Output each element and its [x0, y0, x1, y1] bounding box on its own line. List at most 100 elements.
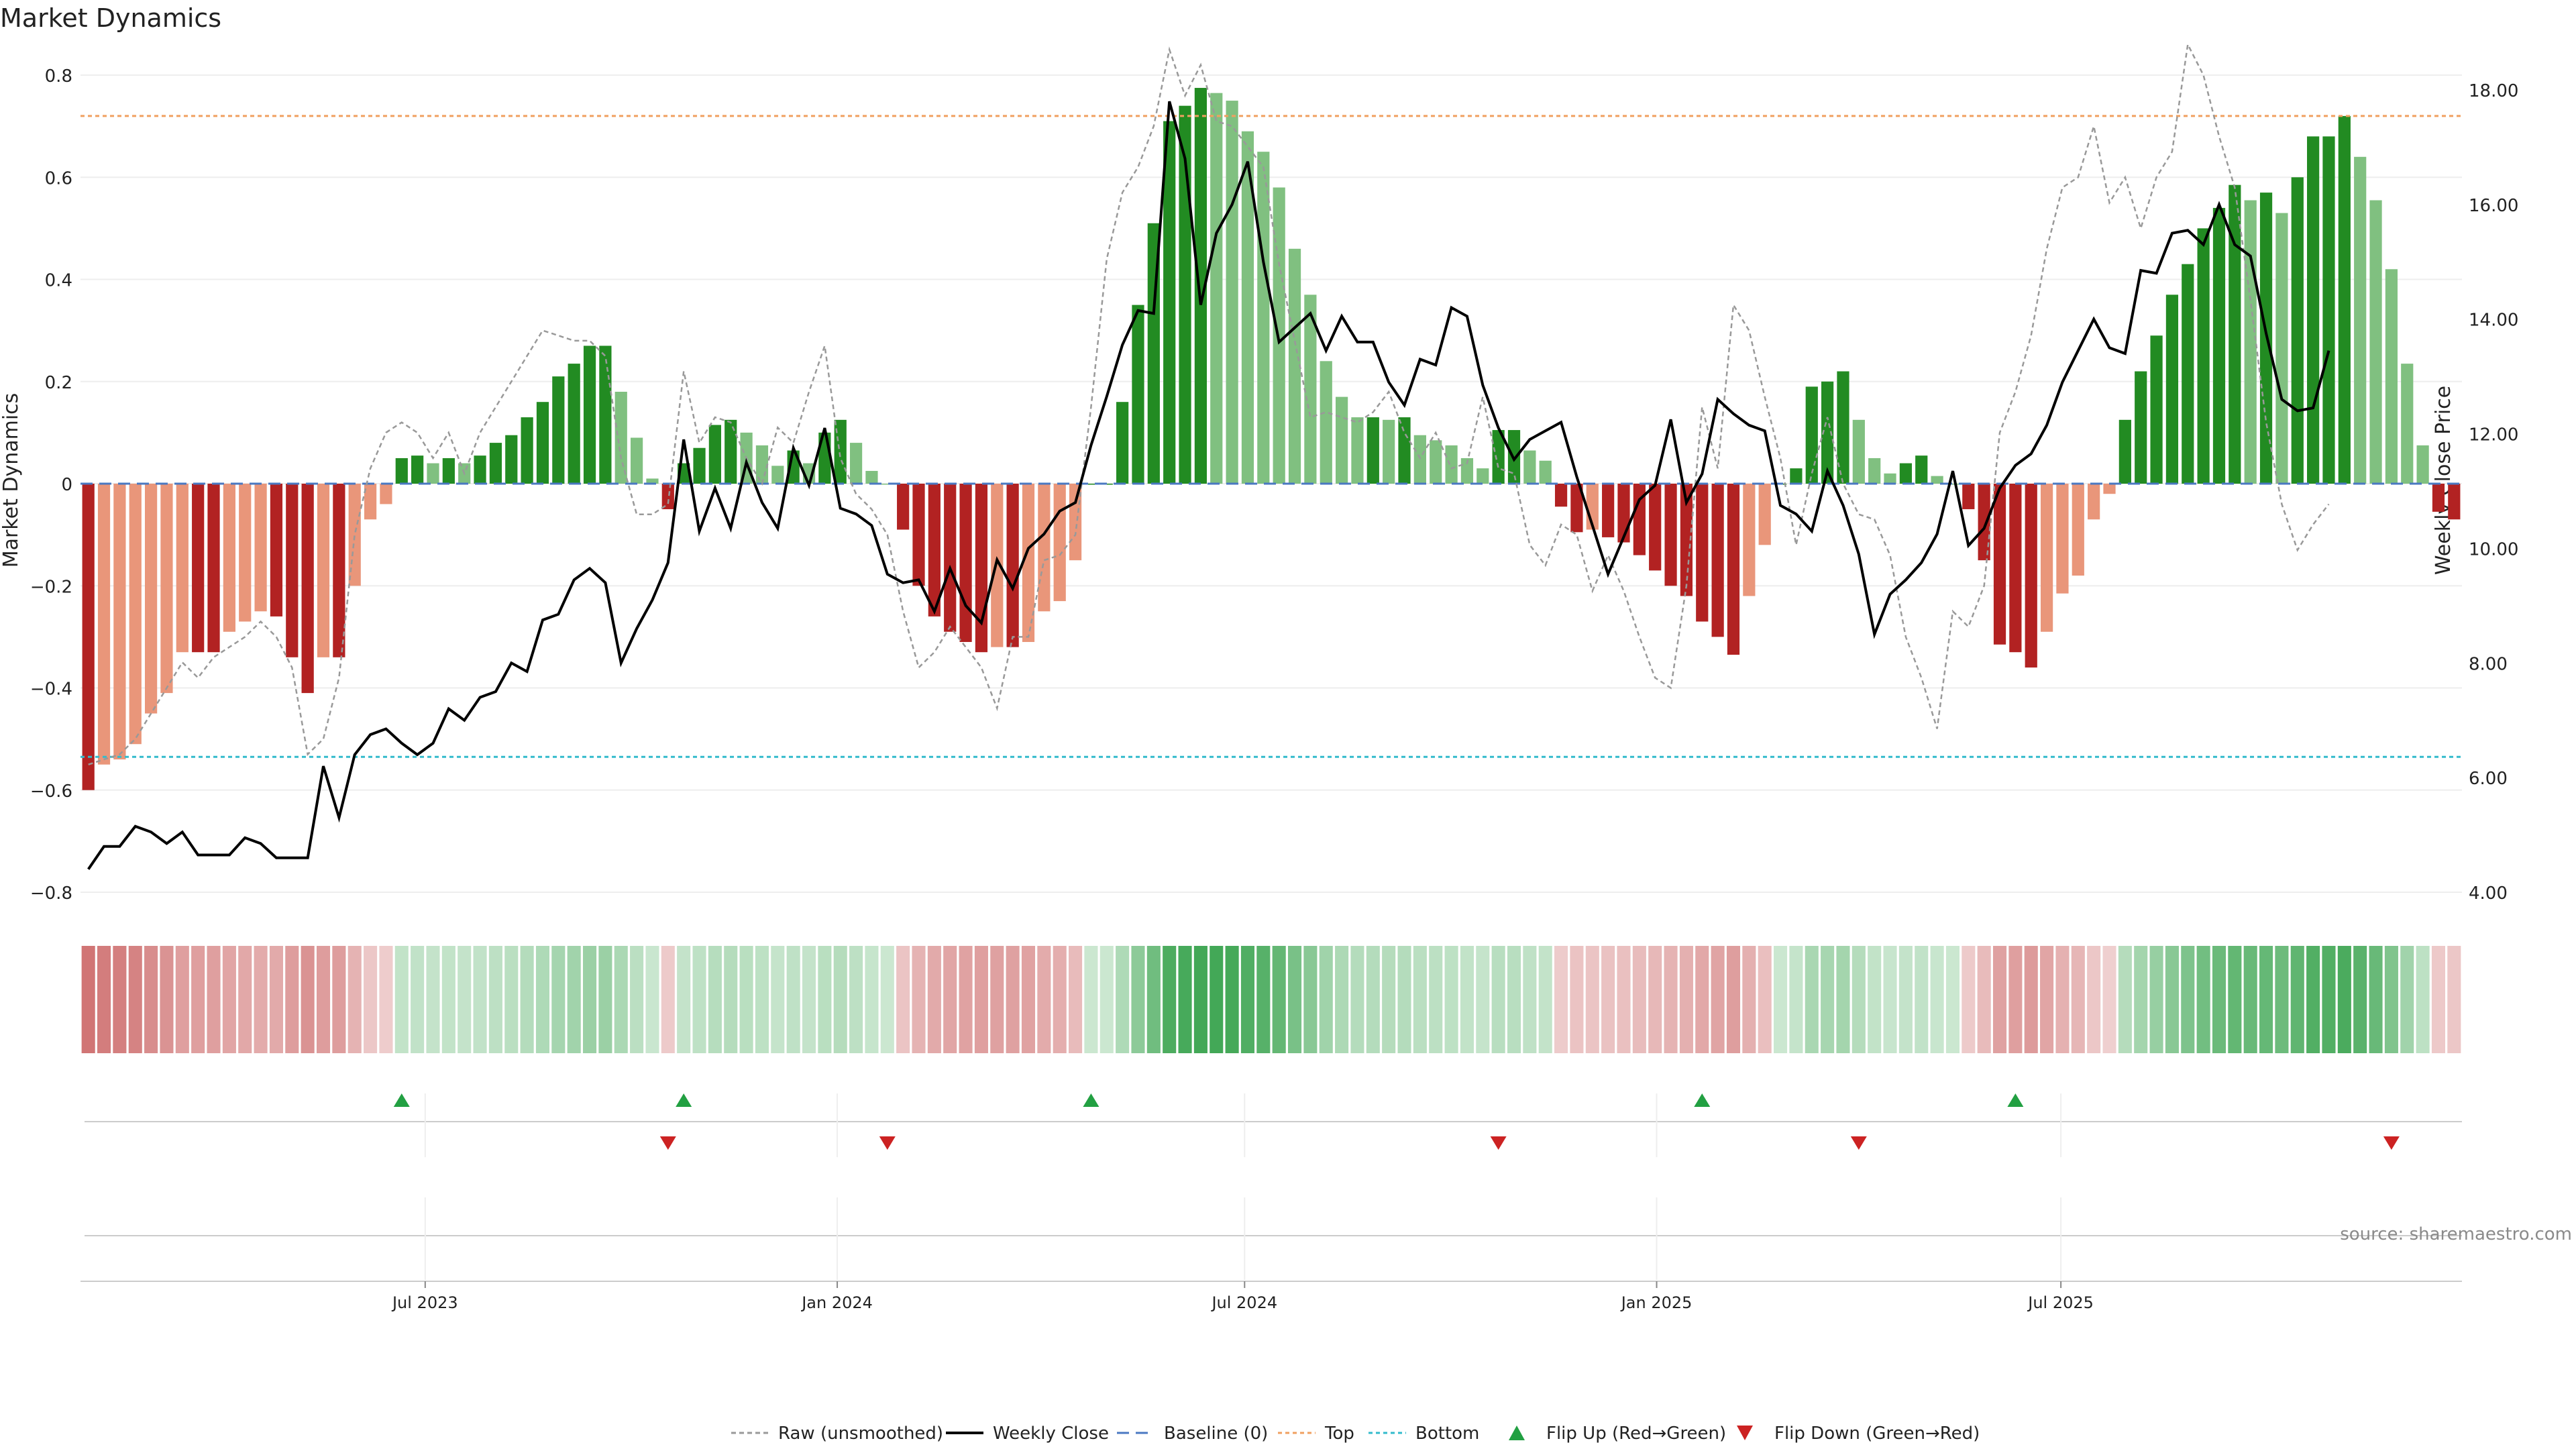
- heat-cell: [1789, 946, 1803, 1053]
- heat-cell: [927, 946, 941, 1053]
- heat-cell: [692, 946, 706, 1053]
- dynamics-bar: [521, 417, 533, 484]
- dynamics-bar: [1680, 484, 1693, 596]
- heat-cell: [316, 946, 331, 1053]
- dynamics-bar: [2135, 371, 2147, 484]
- heat-cell: [1585, 946, 1599, 1053]
- heat-cell: [301, 946, 315, 1053]
- heat-cell: [1868, 946, 1882, 1053]
- heat-cell: [645, 946, 659, 1053]
- heat-cell: [2102, 946, 2116, 1053]
- left-tick-label: −0.4: [30, 680, 72, 700]
- dynamics-bar: [2212, 207, 2226, 484]
- dynamics-bar: [1383, 419, 1395, 484]
- dynamics-bar: [317, 484, 330, 657]
- dynamics-bar: [2385, 269, 2398, 484]
- dynamics-bar: [1179, 105, 1191, 484]
- right-tick-label: 10.00: [2469, 539, 2518, 559]
- heat-cell: [1711, 946, 1725, 1053]
- dynamics-bar: [1664, 484, 1677, 586]
- heat-cell: [1679, 946, 1693, 1053]
- heat-cell: [285, 946, 299, 1053]
- dynamics-bar: [2401, 364, 2414, 484]
- dynamics-bar: [959, 484, 972, 642]
- heat-cell: [708, 946, 722, 1053]
- heat-cell: [81, 946, 95, 1053]
- dynamics-bar: [1790, 468, 1803, 484]
- legend-label: Top: [1324, 1424, 1354, 1444]
- heat-cell: [786, 946, 800, 1053]
- dynamics-bar: [1884, 473, 1896, 484]
- heat-cell: [849, 946, 863, 1053]
- dynamics-bar: [2369, 200, 2382, 484]
- weekly-close-line: [87, 101, 2330, 870]
- flip-up-marker: [676, 1093, 692, 1107]
- right-tick-label: 6.00: [2469, 769, 2508, 789]
- dynamics-bar: [771, 466, 784, 484]
- flip-up-marker: [1083, 1093, 1099, 1107]
- dynamics-bar: [1539, 460, 1552, 484]
- dynamics-bar: [2354, 156, 2367, 484]
- dynamics-bar: [395, 458, 408, 484]
- dynamics-bar: [2229, 184, 2241, 484]
- dynamics-bar: [1978, 484, 1990, 561]
- heat-cell: [1444, 946, 1458, 1053]
- flip-down-marker: [1850, 1136, 1867, 1150]
- x-axis: Jul 2023 Jan 2024 Jul 2024 Jan 2025 Jul 2025: [80, 1093, 2462, 1312]
- dynamics-bar: [614, 391, 627, 484]
- heat-cell: [724, 946, 738, 1053]
- heat-cell: [1163, 946, 1177, 1053]
- dynamics-bar: [1899, 463, 1912, 484]
- x-tick-label: Jan 2025: [1620, 1293, 1693, 1312]
- dynamics-bar: [2244, 200, 2257, 484]
- heat-cell: [974, 946, 988, 1053]
- dynamics-bar: [646, 478, 659, 484]
- heat-cell: [912, 946, 926, 1053]
- heat-cell: [2306, 946, 2320, 1053]
- dynamics-bar: [2056, 484, 2069, 594]
- dynamics-bar: [364, 484, 377, 520]
- heat-cell: [1319, 946, 1333, 1053]
- dynamics-bar: [1805, 386, 1818, 484]
- dynamics-bar: [1492, 430, 1505, 484]
- dynamics-bar: [2275, 213, 2288, 484]
- dynamics-bar: [427, 463, 439, 484]
- heat-cell: [661, 946, 675, 1053]
- heat-cell: [1664, 946, 1678, 1053]
- dynamics-bar: [1226, 101, 1238, 484]
- dynamics-bar: [442, 458, 455, 484]
- heat-cell: [1821, 946, 1835, 1053]
- heat-cell: [1836, 946, 1850, 1053]
- dynamics-bar: [2165, 294, 2179, 484]
- dynamics-bar: [1163, 121, 1176, 484]
- left-tick-label: 0.6: [45, 168, 72, 189]
- heat-cell: [630, 946, 644, 1053]
- heat-cell: [1335, 946, 1349, 1053]
- dynamics-bar: [708, 425, 721, 484]
- heat-cell: [598, 946, 612, 1053]
- legend-item-bottom: Bottom: [1368, 1424, 1479, 1444]
- dynamics-bar: [1288, 248, 1301, 484]
- dynamics-bar: [2322, 136, 2335, 484]
- flip-down-marker: [659, 1136, 676, 1150]
- left-tick-label: 0.4: [45, 271, 72, 291]
- dynamics-bars: [82, 88, 2461, 790]
- heat-cell: [113, 946, 127, 1053]
- heat-cell: [2055, 946, 2070, 1053]
- right-tick-label: 12.00: [2469, 425, 2518, 445]
- dynamics-bar: [160, 484, 173, 694]
- left-tick-label: 0.8: [45, 66, 72, 87]
- dynamics-bar: [1711, 484, 1724, 637]
- x-tick-label: Jul 2023: [391, 1293, 458, 1312]
- heat-cell: [677, 946, 691, 1053]
- heat-cell: [254, 946, 268, 1053]
- heat-cell: [2181, 946, 2195, 1053]
- right-tick-label: 8.00: [2469, 654, 2508, 674]
- dynamics-bar: [536, 402, 549, 484]
- heat-cell: [2134, 946, 2148, 1053]
- dynamics-bar: [2040, 484, 2053, 632]
- heat-cell: [1851, 946, 1866, 1053]
- heat-cell: [1648, 946, 1662, 1053]
- dynamics-bar: [1241, 131, 1254, 484]
- heat-cell: [97, 946, 111, 1053]
